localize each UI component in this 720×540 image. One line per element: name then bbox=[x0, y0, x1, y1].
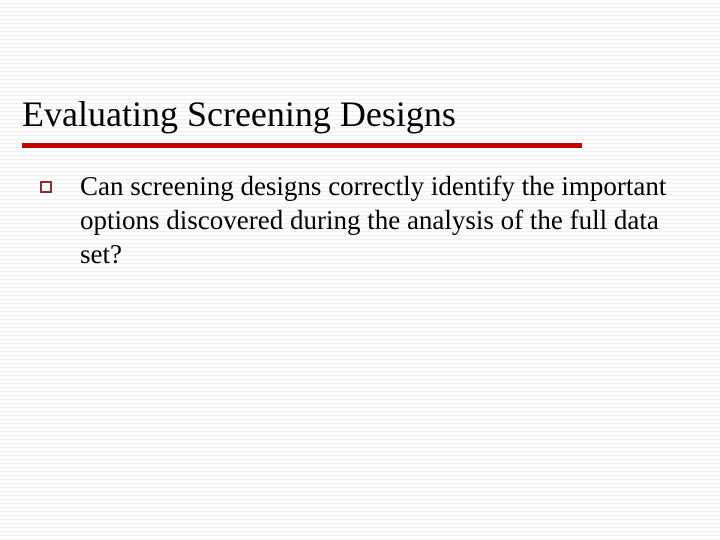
slide: Evaluating Screening Designs Can screeni… bbox=[0, 0, 720, 540]
bullet-text: Can screening designs correctly identify… bbox=[80, 170, 680, 271]
title-underline-rule bbox=[22, 143, 582, 148]
slide-title: Evaluating Screening Designs bbox=[22, 95, 456, 135]
square-bullet-icon bbox=[40, 181, 52, 193]
slide-body: Can screening designs correctly identify… bbox=[40, 170, 680, 271]
list-item: Can screening designs correctly identify… bbox=[40, 170, 680, 271]
